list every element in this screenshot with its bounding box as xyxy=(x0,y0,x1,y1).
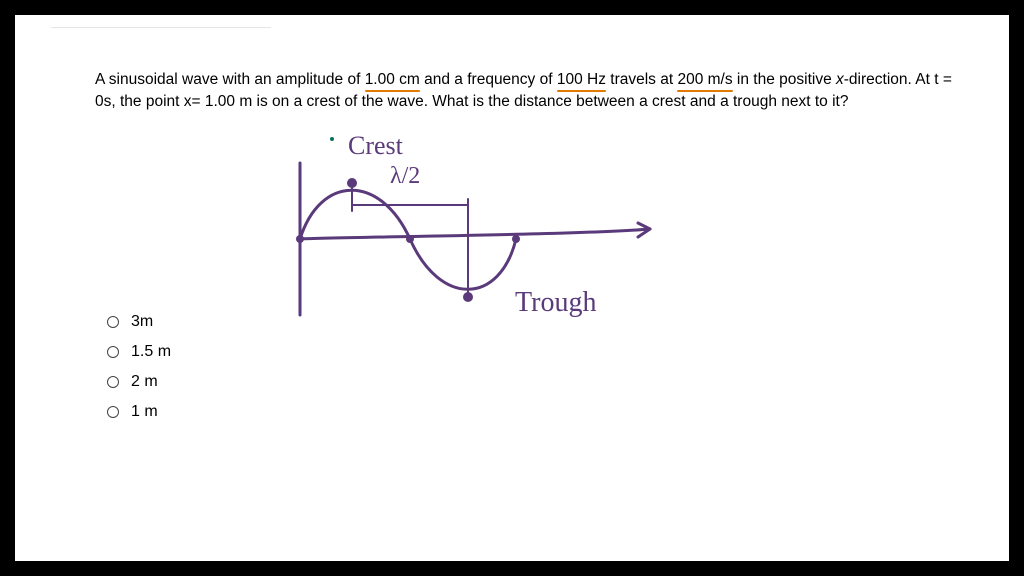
crest-point xyxy=(347,178,357,188)
radio-icon[interactable] xyxy=(107,316,119,328)
option-b-label: 1.5 m xyxy=(131,343,171,361)
option-d-label: 1 m xyxy=(131,403,158,421)
radio-icon[interactable] xyxy=(107,376,119,388)
end-point xyxy=(512,235,520,243)
zero-crossing-point xyxy=(406,235,414,243)
lambda-half-label: λ/2 xyxy=(390,163,420,190)
option-c-label: 2 m xyxy=(131,373,158,391)
origin-point xyxy=(296,235,304,243)
crest-label: Crest xyxy=(348,131,403,161)
option-d[interactable]: 1 m xyxy=(107,403,171,421)
q-seg-0: A sinusoidal wave with an amplitude of xyxy=(95,71,365,88)
horizontal-rule xyxy=(51,27,271,28)
option-a-label: 3m xyxy=(131,313,153,331)
option-a[interactable]: 3m xyxy=(107,313,171,331)
q-seg-5: 200 m/s xyxy=(677,69,732,91)
q-seg-7: x xyxy=(836,71,844,88)
wave-svg xyxy=(280,127,700,337)
radio-icon[interactable] xyxy=(107,346,119,358)
trough-label: Trough xyxy=(515,287,596,319)
trough-point xyxy=(463,292,473,302)
dimension-ticks xyxy=(352,199,468,211)
x-axis-arrow xyxy=(638,223,650,237)
option-b[interactable]: 1.5 m xyxy=(107,343,171,361)
q-seg-3: 100 Hz xyxy=(557,69,606,91)
answer-options: 3m 1.5 m 2 m 1 m xyxy=(107,313,171,433)
stray-dot xyxy=(330,137,334,141)
question-text: A sinusoidal wave with an amplitude of 1… xyxy=(95,69,955,112)
x-axis-line xyxy=(300,229,650,239)
radio-icon[interactable] xyxy=(107,406,119,418)
option-c[interactable]: 2 m xyxy=(107,373,171,391)
q-seg-4: travels at xyxy=(606,71,678,88)
q-seg-1: 1.00 cm xyxy=(365,69,420,91)
q-seg-6: in the positive xyxy=(733,71,836,88)
wave-diagram: Crest λ/2 Trough xyxy=(280,127,700,337)
sine-curve xyxy=(300,190,516,289)
q-seg-2: and a frequency of xyxy=(420,71,557,88)
